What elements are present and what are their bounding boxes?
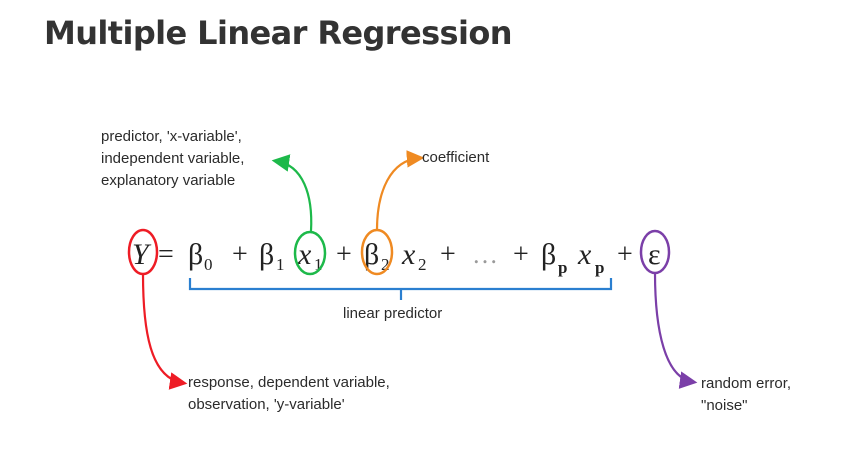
eq-equals: = xyxy=(158,239,174,270)
eq-response: Y xyxy=(132,238,152,271)
eq-ellipsis: … xyxy=(472,240,498,269)
predictor-circle xyxy=(293,230,327,276)
eq-plus-2: + xyxy=(336,239,352,270)
eq-x-p: x xyxy=(577,238,592,271)
coefficient-arrow xyxy=(375,150,425,231)
eq-x-sub-2: 2 xyxy=(418,255,427,274)
eq-sub-1: 1 xyxy=(276,255,285,274)
eq-x-sub-p: p xyxy=(595,258,604,277)
eq-sub-0: 0 xyxy=(204,255,213,274)
eq-plus-5: + xyxy=(617,239,633,270)
eq-sub-2: 2 xyxy=(381,255,390,274)
eq-x-1: x xyxy=(297,238,312,271)
linear-predictor-brace xyxy=(188,278,613,300)
linear-predictor-label: linear predictor xyxy=(343,305,443,322)
eq-plus-3: + xyxy=(440,239,456,270)
page-title: Multiple Linear Regression xyxy=(44,14,513,52)
response-label: response, dependent variable, observatio… xyxy=(188,374,390,413)
predictor-arrow xyxy=(271,154,313,232)
eq-beta-1: β xyxy=(259,238,274,271)
eq-plus-1: + xyxy=(232,239,248,270)
eq-x-sub-1: 1 xyxy=(314,255,323,274)
coefficient-label: coefficient xyxy=(422,149,490,166)
eq-sub-p: p xyxy=(558,258,567,277)
eq-plus-4: + xyxy=(513,239,529,270)
error-arrow xyxy=(653,272,698,389)
eq-beta-p: β xyxy=(541,238,556,271)
eq-x-2: x xyxy=(401,238,416,271)
predictor-label: predictor, 'x-variable', independent var… xyxy=(101,128,245,189)
eq-beta-0: β xyxy=(188,238,203,271)
eq-beta-2: β xyxy=(364,238,379,271)
eq-epsilon: ε xyxy=(648,238,661,271)
response-arrow xyxy=(141,273,188,390)
error-label: random error, "noise" xyxy=(701,375,792,414)
